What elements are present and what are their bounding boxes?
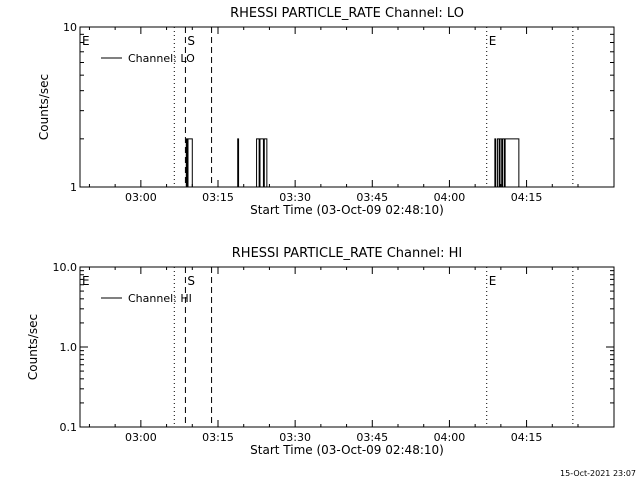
legend-entry: Channel: LO xyxy=(128,52,195,65)
series-line-0 xyxy=(185,138,520,188)
chart-panel-1: RHESSI PARTICLE_RATE Channel: HI 03:00 03:… xyxy=(26,246,615,457)
marker-label: S xyxy=(187,274,195,288)
x-tick-label: 03:45 xyxy=(356,191,388,204)
x-axis-label: Start Time (03-Oct-09 02:48:10) xyxy=(250,443,444,457)
marker-label: E xyxy=(489,34,497,48)
x-tick-label: 03:45 xyxy=(356,431,388,444)
y-axis-label: Counts/sec xyxy=(26,314,40,380)
chart-title: RHESSI PARTICLE_RATE Channel: HI xyxy=(232,246,462,261)
x-tick-label: 04:15 xyxy=(511,431,543,444)
marker-label: E xyxy=(82,274,90,288)
y-tick-label: 10 xyxy=(63,21,77,34)
x-tick-label: 03:30 xyxy=(279,431,311,444)
x-tick-label: 04:15 xyxy=(511,191,543,204)
marker-label: E xyxy=(82,34,90,48)
y-tick-label: 10.0 xyxy=(53,261,78,274)
x-tick-label: 03:00 xyxy=(125,191,157,204)
y-tick-label: 1.0 xyxy=(60,341,78,354)
x-tick-label: 04:00 xyxy=(434,431,466,444)
chart-title: RHESSI PARTICLE_RATE Channel: LO xyxy=(230,6,464,21)
y-tick-label: 0.1 xyxy=(60,421,78,434)
marker-label: E xyxy=(489,274,497,288)
y-axis-label: Counts/sec xyxy=(37,74,51,140)
chart-panel-0: RHESSI PARTICLE_RATE Channel: LO 03:00 03:… xyxy=(37,6,615,217)
x-axis-label: Start Time (03-Oct-09 02:48:10) xyxy=(250,203,444,217)
x-tick-label: 03:30 xyxy=(279,191,311,204)
x-tick-label: 03:00 xyxy=(125,431,157,444)
legend-entry: Channel: HI xyxy=(128,292,192,305)
x-tick-label: 03:15 xyxy=(202,431,234,444)
x-tick-label: 03:15 xyxy=(202,191,234,204)
marker-label: S xyxy=(187,34,195,48)
plot-frame xyxy=(79,26,615,188)
y-tick-label: 1 xyxy=(70,181,77,194)
generation-timestamp: 15-Oct-2021 23:07 xyxy=(560,469,636,478)
x-tick-label: 04:00 xyxy=(434,191,466,204)
plot-frame xyxy=(79,266,615,428)
